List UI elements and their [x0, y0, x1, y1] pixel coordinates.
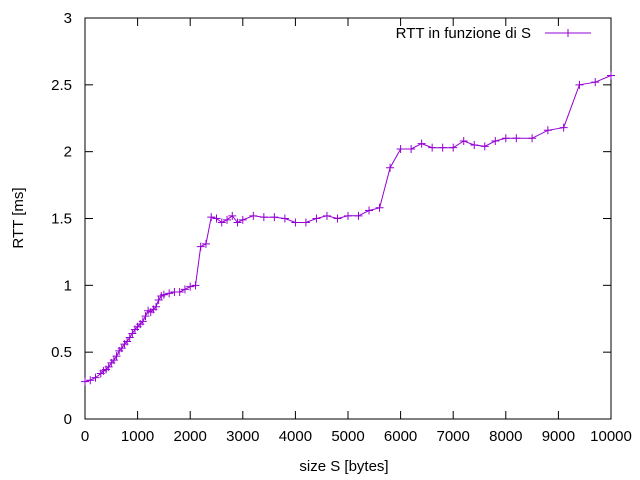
data-point	[259, 213, 268, 222]
data-point	[238, 215, 247, 224]
x-tick-label: 7000	[437, 428, 470, 445]
y-tick-label: 3	[64, 10, 72, 27]
data-point	[112, 352, 121, 361]
data-point	[138, 317, 147, 326]
data-point	[117, 344, 126, 353]
data-point	[128, 329, 137, 338]
x-tick-label: 10000	[590, 428, 632, 445]
series-line	[84, 75, 612, 383]
y-tick-label: 0	[64, 411, 72, 428]
data-point	[344, 211, 352, 220]
y-axis: 0 0.5 1 1.5 2 2.5 3	[51, 10, 611, 428]
x-tick-label: 4000	[279, 428, 312, 445]
legend: RTT in funzione di S	[396, 25, 591, 42]
data-point	[607, 71, 615, 80]
data-point	[575, 80, 584, 89]
data-point	[386, 163, 395, 172]
data-point	[152, 302, 161, 311]
data-point	[201, 239, 210, 248]
data-point	[223, 215, 232, 224]
data-point	[109, 356, 118, 365]
data-point	[212, 214, 221, 223]
data-point	[141, 312, 150, 321]
data-point	[86, 376, 95, 385]
x-tick-label: 0	[81, 428, 89, 445]
legend-marker	[564, 29, 572, 37]
data-point	[543, 126, 552, 135]
data-point	[191, 281, 200, 290]
data-point	[428, 143, 437, 152]
data-point	[228, 211, 237, 220]
x-tick-label: 6000	[384, 428, 417, 445]
data-point	[159, 290, 168, 299]
data-point	[491, 136, 500, 145]
data-point	[354, 211, 363, 220]
data-point	[180, 285, 189, 294]
data-point	[528, 134, 537, 143]
data-point	[459, 136, 468, 145]
data-point	[217, 218, 226, 227]
data-point	[407, 144, 416, 153]
legend-label: RTT in funzione di S	[396, 25, 531, 42]
data-point	[165, 289, 174, 298]
data-point	[154, 296, 163, 305]
x-tick-label: 9000	[542, 428, 575, 445]
data-point	[123, 337, 132, 346]
data-point	[125, 333, 134, 342]
y-tick-label: 0.5	[51, 344, 72, 361]
data-point	[375, 203, 384, 212]
data-point	[81, 377, 89, 386]
data-point	[322, 211, 331, 220]
data-point	[365, 206, 374, 215]
x-tick-label: 2000	[174, 428, 207, 445]
data-point	[249, 211, 258, 220]
data-point	[175, 288, 184, 297]
x-tick-label: 1000	[121, 428, 154, 445]
data-point	[291, 218, 300, 227]
data-point	[270, 213, 279, 222]
y-axis-label: RTT [ms]	[10, 187, 27, 248]
data-point	[559, 123, 568, 132]
data-point	[186, 282, 195, 291]
x-tick-label: 5000	[331, 428, 364, 445]
data-point	[438, 143, 447, 152]
data-point	[280, 214, 289, 223]
data-point	[417, 139, 426, 148]
y-tick-label: 1	[64, 277, 72, 294]
series-markers	[81, 71, 615, 386]
y-tick-label: 2.5	[51, 77, 72, 94]
data-point	[91, 373, 100, 382]
data-point	[196, 242, 205, 251]
y-tick-label: 1.5	[51, 211, 72, 228]
data-point	[233, 218, 242, 227]
data-point	[470, 140, 479, 149]
data-point	[480, 142, 489, 151]
y-tick-label: 2	[64, 144, 72, 161]
x-axis: 0 1000 2000 3000 4000 5000 6000 7000 8000 9000 100…	[81, 18, 632, 445]
data-point	[207, 213, 216, 222]
data-point	[396, 144, 405, 153]
x-tick-label: 3000	[226, 428, 259, 445]
data-point	[449, 143, 458, 152]
data-point	[104, 362, 113, 371]
data-point	[301, 218, 310, 227]
data-point	[333, 214, 342, 223]
x-tick-label: 8000	[489, 428, 522, 445]
data-point	[512, 134, 521, 143]
data-point	[312, 214, 321, 223]
x-axis-label: size S [bytes]	[299, 458, 388, 475]
data-point	[591, 78, 600, 87]
data-point	[501, 134, 510, 143]
